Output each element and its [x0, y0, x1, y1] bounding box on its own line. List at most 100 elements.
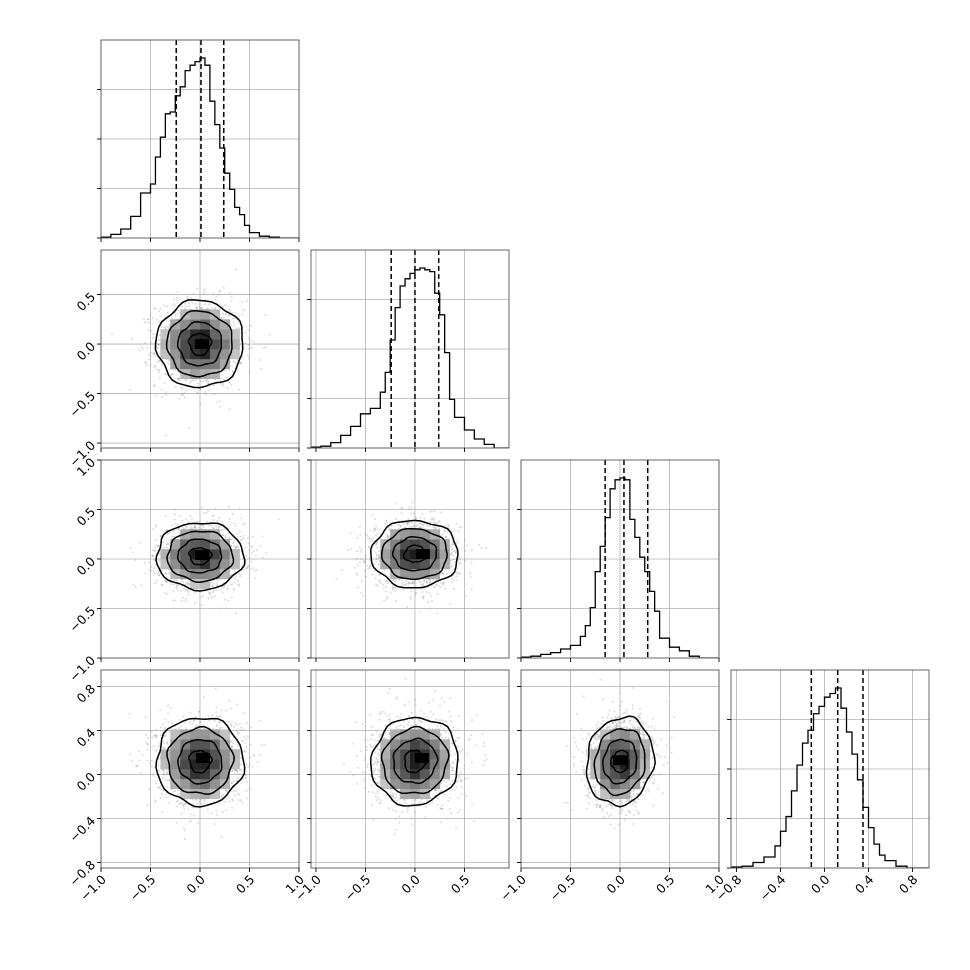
- density-bin: [170, 559, 181, 570]
- scatter-point: [586, 787, 589, 790]
- scatter-point: [158, 368, 161, 371]
- scatter-point: [625, 799, 628, 802]
- scatter-point: [228, 699, 231, 702]
- scatter-point: [373, 528, 376, 531]
- scatter-point: [200, 524, 203, 527]
- scatter-point: [251, 347, 254, 350]
- density-bin: [160, 759, 171, 770]
- scatter-point: [406, 521, 409, 524]
- scatter-point: [478, 543, 481, 546]
- scatter-point: [221, 591, 224, 594]
- density-bin: [219, 759, 230, 770]
- scatter-point: [407, 521, 410, 524]
- scatter-point: [630, 795, 633, 798]
- scatter-point: [439, 782, 442, 785]
- scatter-point: [394, 579, 397, 582]
- scatter-point: [236, 777, 239, 780]
- scatter-point: [452, 762, 455, 765]
- scatter-point: [148, 321, 151, 324]
- scatter-point: [472, 820, 475, 823]
- scatter-point: [196, 382, 199, 385]
- scatter-point: [406, 522, 409, 525]
- scatter-point: [360, 592, 363, 595]
- density-bin: [429, 739, 440, 750]
- density-bin: [390, 759, 401, 770]
- scatter-point: [224, 304, 227, 307]
- scatter-point: [410, 507, 413, 510]
- scatter-point: [432, 585, 435, 588]
- scatter-point: [200, 603, 203, 606]
- scatter-point: [193, 719, 196, 722]
- scatter-point: [376, 760, 379, 763]
- y-tick-label: 0.4: [74, 725, 99, 750]
- scatter-point: [249, 763, 252, 766]
- x-tick-label: 0.0: [808, 872, 833, 897]
- scatter-point: [184, 305, 187, 308]
- scatter-point: [429, 510, 432, 513]
- scatter-point: [173, 518, 176, 521]
- scatter-point: [377, 781, 380, 784]
- density-bin: [200, 739, 211, 750]
- density-bin: [180, 319, 191, 330]
- scatter-point: [465, 794, 468, 797]
- scatter-point: [428, 607, 431, 610]
- scatter-point: [194, 591, 197, 594]
- scatter-point: [175, 805, 178, 808]
- scatter-point: [246, 299, 249, 302]
- scatter-point: [628, 722, 631, 725]
- scatter-point: [449, 553, 452, 556]
- scatter-point: [419, 583, 422, 586]
- scatter-point: [157, 343, 160, 346]
- scatter-point: [618, 726, 621, 729]
- density-bin: [410, 769, 421, 780]
- scatter-point: [419, 522, 422, 525]
- scatter-point: [460, 780, 463, 783]
- scatter-point: [236, 733, 239, 736]
- scatter-point: [164, 372, 167, 375]
- scatter-point: [205, 520, 208, 523]
- scatter-point: [232, 779, 235, 782]
- scatter-point: [378, 802, 381, 805]
- scatter-point: [609, 823, 612, 826]
- scatter-point: [363, 561, 366, 564]
- scatter-point: [143, 321, 146, 324]
- scatter-point: [166, 305, 169, 308]
- scatter-point: [197, 521, 200, 524]
- scatter-point: [631, 723, 634, 726]
- scatter-point: [378, 560, 381, 563]
- scatter-point: [436, 725, 439, 728]
- scatter-point: [249, 346, 252, 349]
- scatter-point: [219, 726, 222, 729]
- density-bin: [639, 739, 650, 750]
- scatter-point: [458, 774, 461, 777]
- scatter-point: [159, 535, 162, 538]
- scatter-point: [376, 758, 379, 761]
- scatter-point: [452, 726, 455, 729]
- scatter-point: [379, 582, 382, 585]
- scatter-point: [641, 730, 644, 733]
- scatter-point: [449, 797, 452, 800]
- scatter-point: [209, 593, 212, 596]
- scatter-point: [356, 558, 359, 561]
- density-bin: [180, 358, 191, 370]
- scatter-point: [151, 773, 154, 776]
- scatter-point: [441, 719, 444, 722]
- scatter-point: [157, 310, 160, 313]
- scatter-point: [374, 760, 377, 763]
- scatter-point: [370, 737, 373, 740]
- scatter-point: [246, 566, 249, 569]
- contour-line: [610, 749, 629, 774]
- contours: [155, 717, 246, 808]
- scatter-point: [445, 720, 448, 723]
- contour-line: [403, 749, 429, 774]
- scatter-point: [244, 742, 247, 745]
- scatter-point: [582, 771, 585, 774]
- scatter-point: [423, 712, 426, 715]
- scatter-point: [451, 551, 454, 554]
- scatter-point: [161, 723, 164, 726]
- scatter-point: [449, 566, 452, 569]
- scatter-point: [225, 376, 228, 379]
- scatter-point: [234, 362, 237, 365]
- scatter-point: [617, 715, 620, 718]
- scatter-point: [174, 513, 177, 516]
